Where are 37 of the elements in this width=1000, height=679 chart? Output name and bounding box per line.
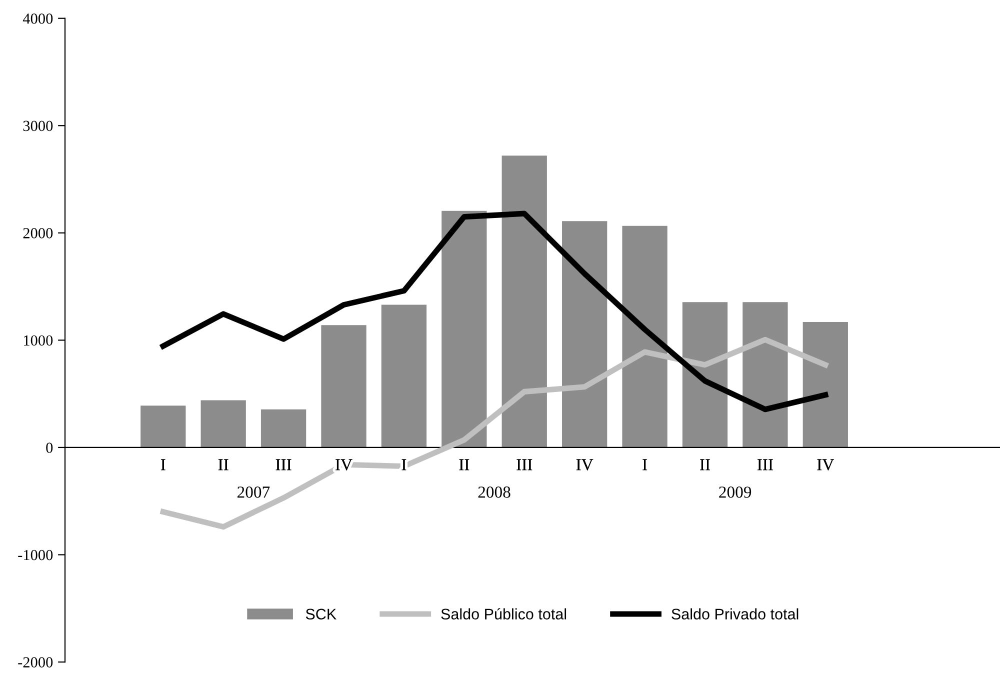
y-tick-label: 0 — [46, 442, 53, 453]
bar — [742, 302, 788, 448]
bar — [682, 302, 728, 448]
annotation: 2007 — [238, 486, 270, 498]
bar — [442, 210, 487, 448]
x-tick-label: I — [402, 459, 406, 470]
x-tick-label: II — [218, 459, 228, 470]
bar — [502, 156, 547, 448]
x-tick-label: II — [700, 459, 710, 470]
legend-label: Saldo Privado total — [672, 608, 798, 620]
x-tick-label: I — [160, 459, 166, 470]
bar — [260, 409, 306, 448]
bar — [200, 400, 246, 448]
x-tick-label: III — [757, 459, 773, 470]
x-tick-label: I — [642, 459, 647, 470]
bar — [381, 304, 427, 448]
y-tick-label: -2000 — [18, 657, 53, 668]
y-tick-label: 3000 — [23, 120, 53, 132]
y-tick-label: -1000 — [18, 550, 53, 560]
x-tick-label: IV — [336, 459, 352, 470]
x-tick-label: III — [276, 459, 292, 470]
bar — [321, 325, 366, 448]
x-tick-label: IV — [817, 459, 834, 470]
annotation: 2009 — [719, 486, 752, 498]
x-tick-label: III — [516, 459, 532, 470]
bar — [562, 221, 608, 448]
y-tick-label: 1000 — [24, 335, 53, 346]
legend-label: Saldo Público total — [441, 608, 566, 620]
y-tick-label: 4000 — [22, 13, 53, 24]
annotation: 2008 — [478, 486, 510, 498]
y-tick-label: 2000 — [23, 228, 53, 238]
bar — [802, 322, 848, 448]
bar — [140, 406, 186, 448]
bar — [622, 226, 668, 448]
x-tick-label: II — [459, 459, 470, 470]
x-tick-label: IV — [576, 459, 594, 470]
legend-label: SCK — [306, 608, 336, 620]
